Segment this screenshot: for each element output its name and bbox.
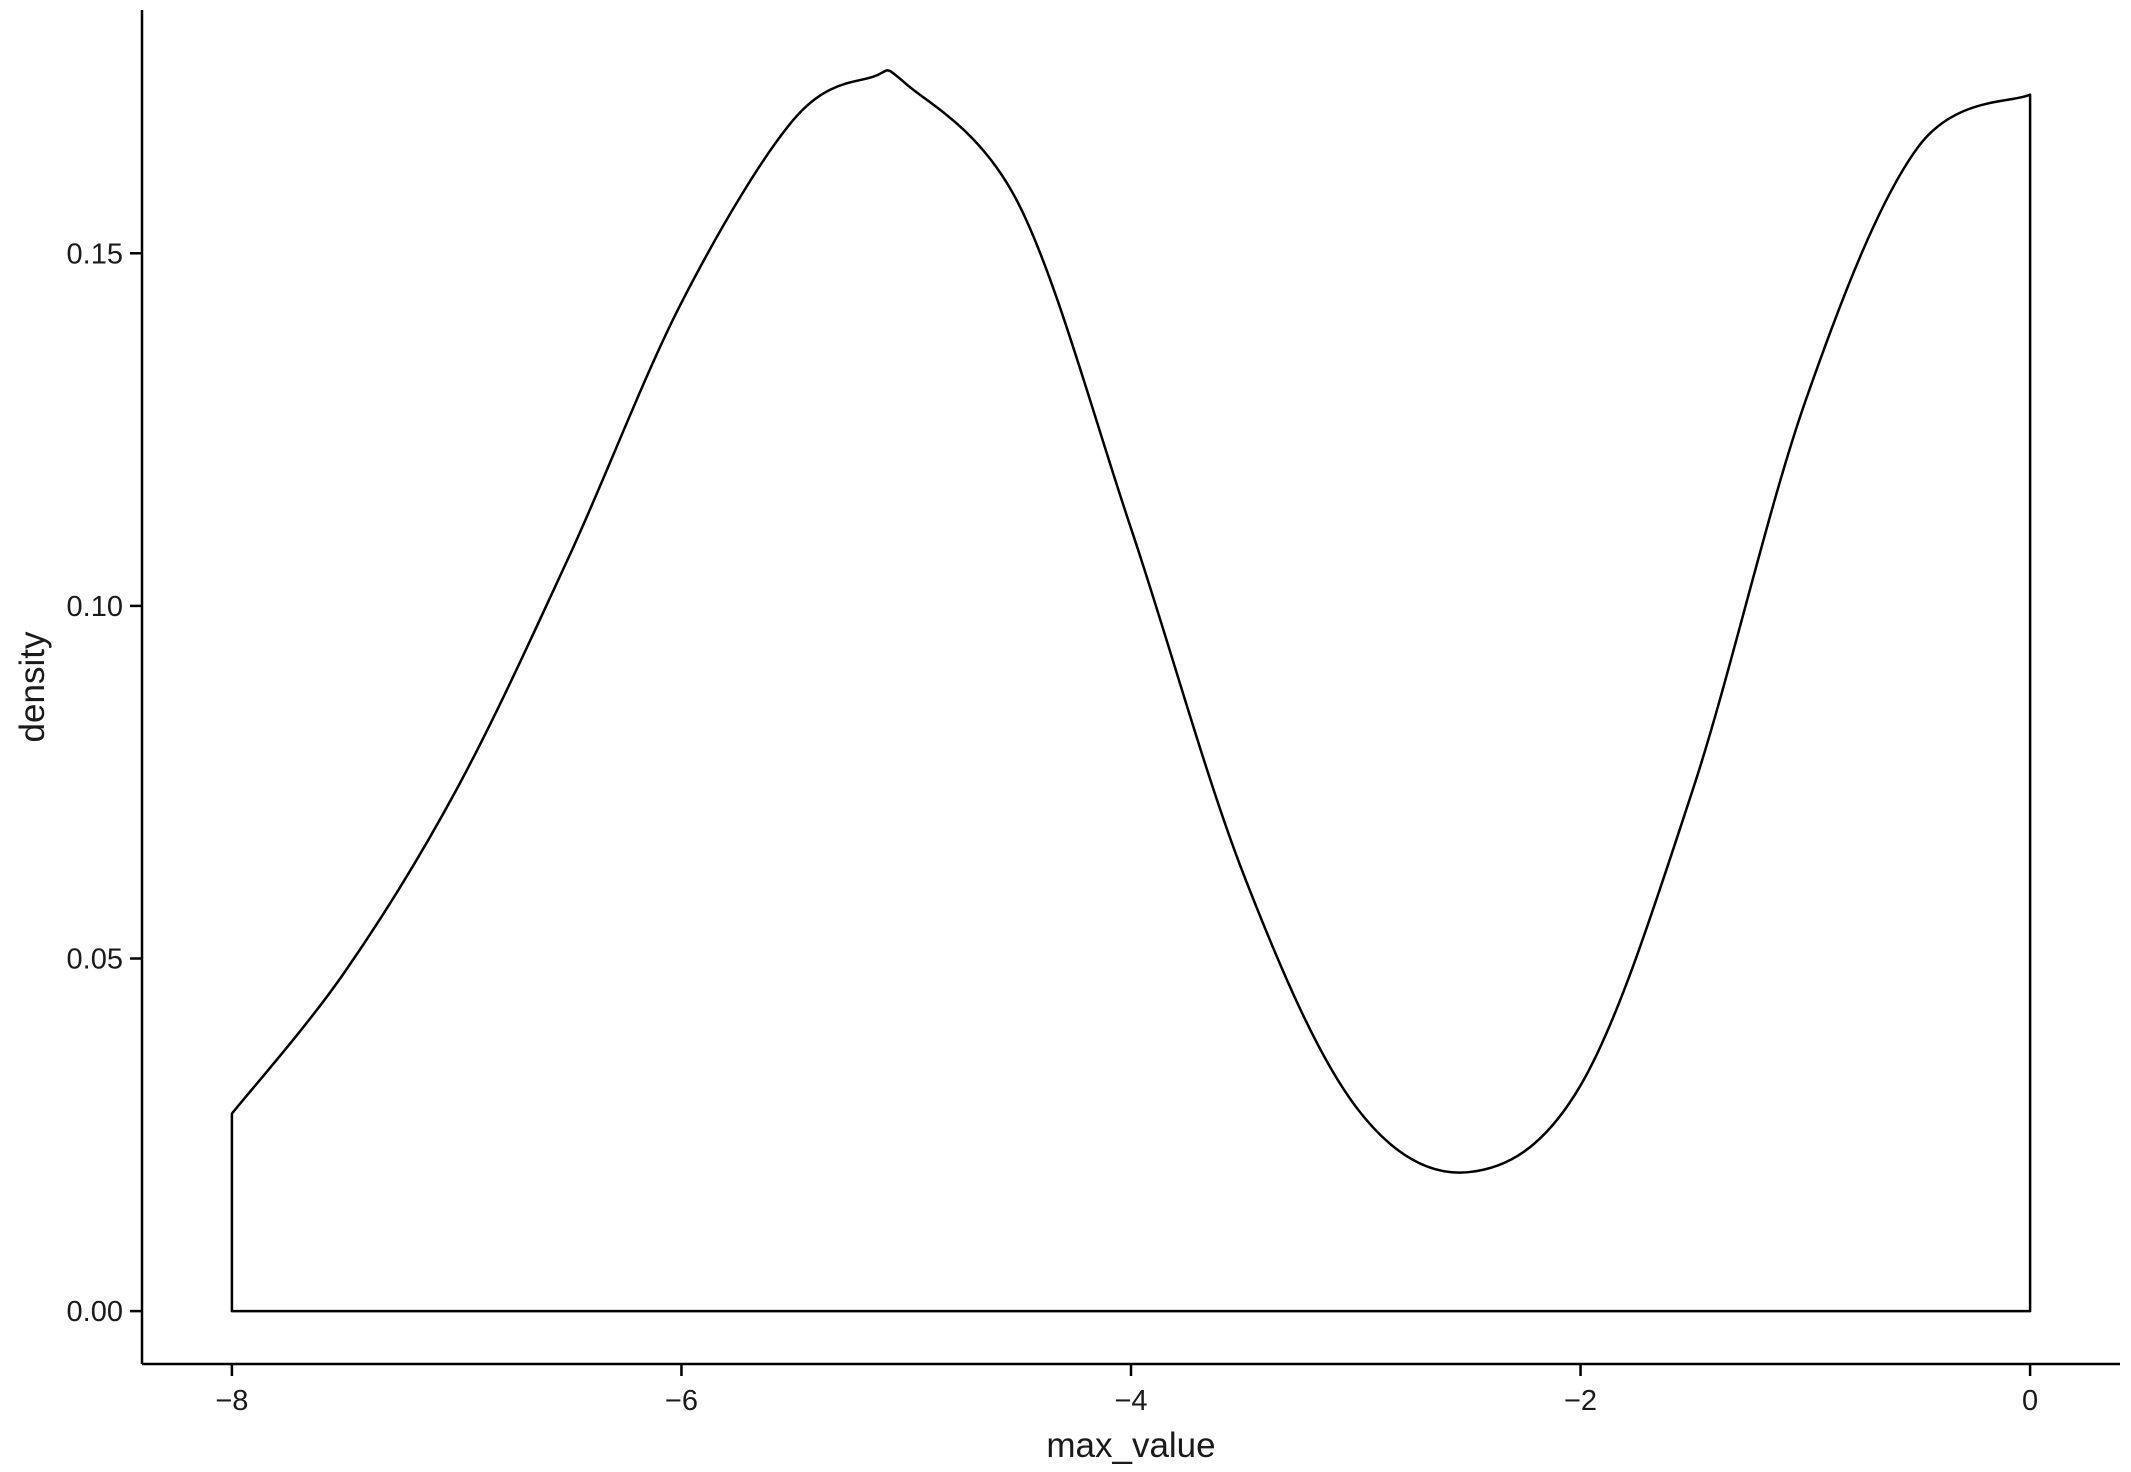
x-tick-label: −8	[215, 1385, 248, 1417]
axes: −8 −6 −4 −2 0 0.00 0.05 0.10 0.15	[67, 10, 2120, 1417]
x-axis-ticks: −8 −6 −4 −2 0	[215, 1364, 2038, 1417]
y-tick-label: 0.10	[67, 591, 123, 623]
x-tick-label: −6	[665, 1385, 698, 1417]
x-tick-label: 0	[2022, 1385, 2038, 1417]
x-tick-label: −2	[1564, 1385, 1597, 1417]
y-axis-ticks: 0.00 0.05 0.10 0.15	[67, 238, 142, 1328]
plot-area	[230, 69, 2032, 1313]
y-tick-label: 0.15	[67, 238, 123, 270]
x-tick-label: −4	[1114, 1385, 1147, 1417]
x-axis-title: max_value	[1046, 1426, 1215, 1465]
y-tick-label: 0.00	[67, 1296, 123, 1328]
y-axis-title: density	[13, 631, 52, 742]
y-tick-label: 0.05	[67, 944, 123, 976]
density-curve	[230, 69, 2032, 1313]
